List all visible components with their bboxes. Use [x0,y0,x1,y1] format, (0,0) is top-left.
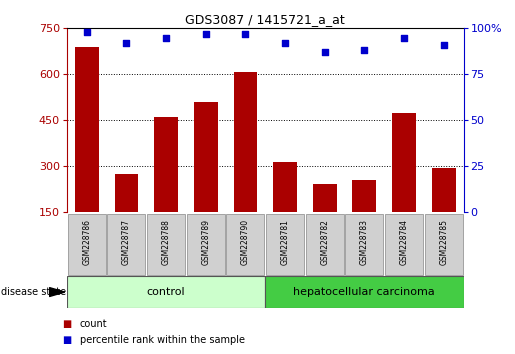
Point [281,40,289,46]
Bar [425,214,462,275]
Bar [75,47,99,258]
Text: GSM228787: GSM228787 [122,219,131,265]
Bar [114,174,139,258]
Text: GSM228781: GSM228781 [281,219,289,265]
Point [202,31,210,37]
Bar [346,214,383,275]
Point [440,42,448,48]
Text: GSM228789: GSM228789 [201,219,210,265]
Bar [266,214,304,275]
Text: hepatocellular carcinoma: hepatocellular carcinoma [294,287,435,297]
Text: percentile rank within the sample: percentile rank within the sample [80,335,245,345]
Text: ■: ■ [62,335,71,345]
Bar [392,113,416,258]
Text: count: count [80,319,108,329]
Point [82,29,91,35]
Point [360,47,369,53]
Bar [108,214,145,275]
Text: GSM228788: GSM228788 [162,219,170,265]
Text: ■: ■ [62,319,71,329]
Bar [233,72,258,258]
Bar [147,214,185,275]
Bar [306,214,344,275]
Text: control: control [147,287,185,297]
Bar [352,180,376,258]
Point [241,31,249,37]
Point [320,50,329,55]
Text: disease state: disease state [1,287,65,297]
Point [400,35,408,40]
Text: GSM228785: GSM228785 [439,219,448,265]
Title: GDS3087 / 1415721_a_at: GDS3087 / 1415721_a_at [185,13,345,26]
Text: GSM228786: GSM228786 [82,219,91,265]
Point [162,35,170,40]
Bar [187,214,225,275]
Text: GSM228790: GSM228790 [241,219,250,265]
Bar [432,167,456,258]
Bar [385,214,423,275]
Text: GSM228782: GSM228782 [320,219,329,265]
Polygon shape [49,287,65,297]
Point [123,40,131,46]
Bar [194,102,218,258]
Bar [67,276,265,308]
Bar [68,214,106,275]
Bar [154,117,178,258]
Text: GSM228783: GSM228783 [360,219,369,265]
Bar [313,184,337,258]
Text: GSM228784: GSM228784 [400,219,408,265]
Bar [265,276,464,308]
Bar [227,214,264,275]
Bar [273,162,297,258]
